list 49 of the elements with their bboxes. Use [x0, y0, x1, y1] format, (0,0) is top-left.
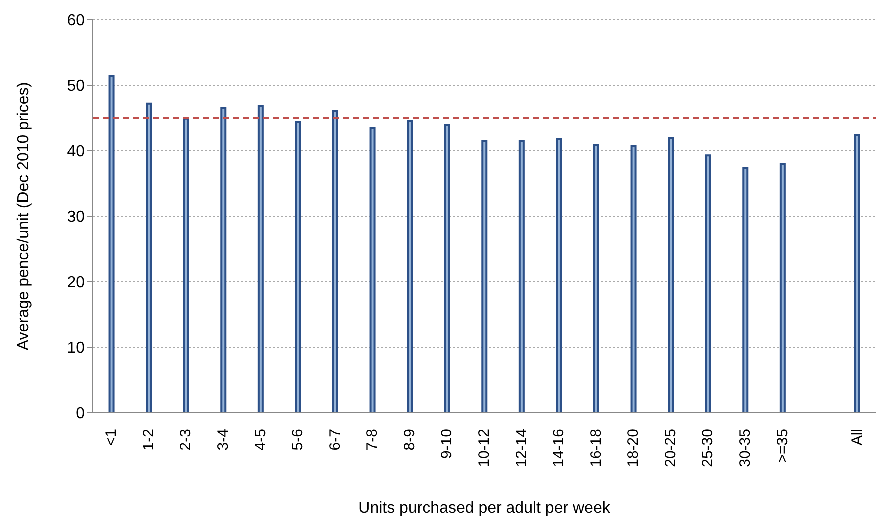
y-tick-label: 60 — [67, 12, 86, 30]
bar — [332, 110, 338, 413]
x-tick-label: All — [848, 429, 866, 446]
x-tick-label: >=35 — [774, 429, 792, 464]
x-tick-label: 10-12 — [476, 429, 493, 468]
bar — [183, 118, 190, 413]
x-tick-label: 16-18 — [588, 429, 605, 468]
x-tick-label: 30-35 — [737, 429, 754, 468]
x-tick-label: 14-16 — [550, 429, 568, 468]
bar — [108, 75, 115, 413]
bar — [220, 107, 227, 413]
bar — [780, 163, 786, 413]
y-tick-label: 10 — [67, 340, 86, 358]
bar — [518, 140, 525, 413]
bar — [295, 121, 302, 413]
bar — [593, 144, 600, 413]
x-tick-label: 4-5 — [252, 429, 270, 451]
y-tick-label: 30 — [67, 209, 86, 226]
x-tick-label: 12-14 — [513, 429, 530, 468]
x-tick-label: 25-30 — [700, 429, 717, 468]
y-tick-label: 40 — [67, 144, 86, 161]
bar — [630, 145, 637, 413]
x-tick-label: 3-4 — [215, 429, 232, 451]
x-tick-label: 20-25 — [662, 429, 680, 468]
y-tick-label: 0 — [76, 406, 86, 423]
bar — [705, 154, 712, 413]
x-tick-label: 6-7 — [326, 429, 344, 451]
y-axis-title: Average pence/unit (Dec 2010 prices) — [16, 82, 33, 351]
bar — [407, 120, 414, 413]
x-tick-label: <1 — [103, 429, 120, 446]
x-tick-label: 5-6 — [290, 429, 307, 451]
bar — [556, 138, 562, 413]
bar — [742, 167, 749, 413]
x-tick-label: 18-20 — [625, 429, 642, 468]
x-tick-label: 9-10 — [438, 429, 456, 460]
x-tick-label: 2-3 — [178, 429, 195, 451]
bar — [668, 138, 674, 413]
bar — [146, 102, 152, 413]
bar — [444, 124, 450, 413]
bar — [482, 140, 488, 413]
bar — [854, 134, 860, 413]
bar — [370, 127, 376, 413]
x-axis-title: Units purchased per adult per week — [358, 500, 612, 517]
x-tick-label: 7-8 — [364, 429, 382, 451]
x-tick-label: 1-2 — [140, 429, 158, 451]
bar — [258, 105, 264, 413]
x-tick-label: 8-9 — [401, 429, 418, 451]
y-tick-label: 50 — [67, 78, 86, 96]
y-tick-label: 20 — [67, 274, 86, 292]
